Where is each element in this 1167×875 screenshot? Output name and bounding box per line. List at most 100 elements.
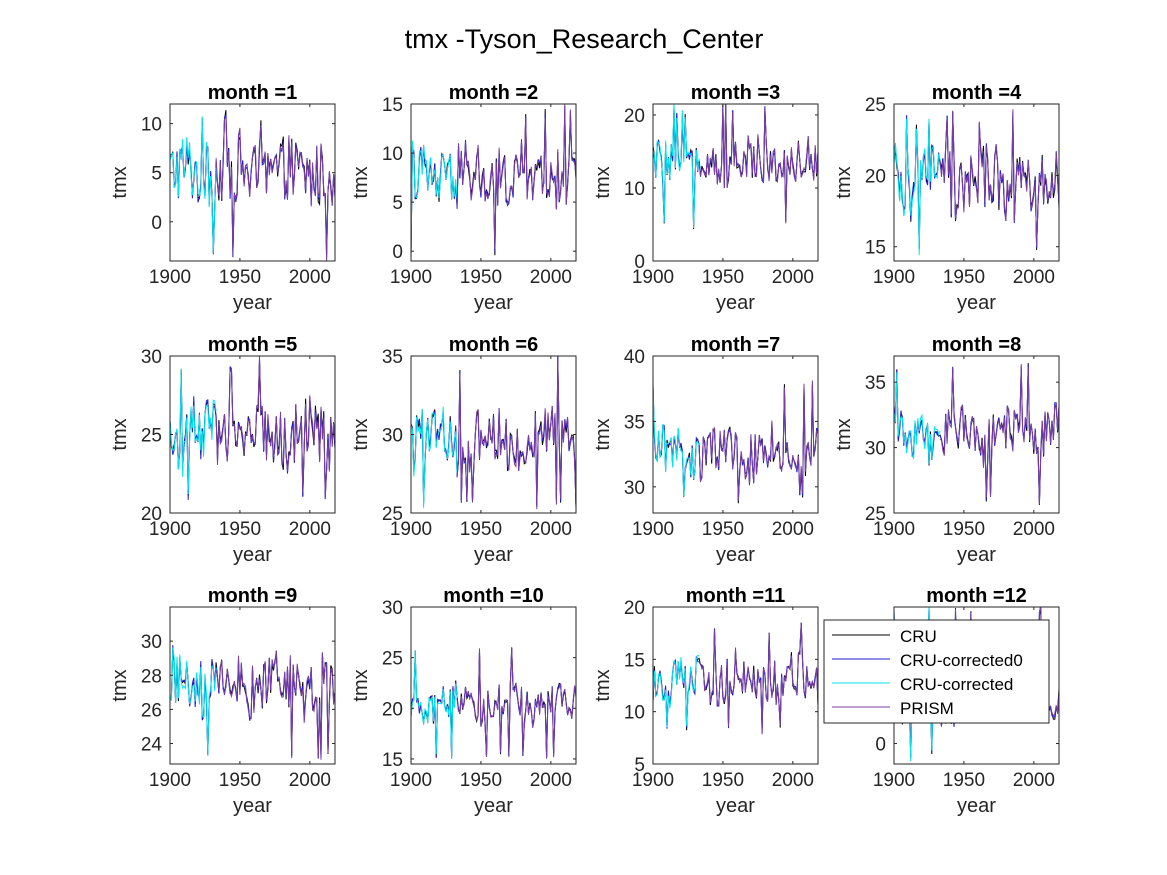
series-line-cru-corrected — [894, 118, 941, 256]
axes-box — [652, 103, 819, 262]
series-lines — [653, 104, 818, 230]
x-tick-label: 1950 — [702, 519, 744, 540]
legend[interactable]: CRU CRU-corrected0 CRU-corrected PRISM — [823, 619, 1050, 724]
y-tick-label: 15 — [382, 750, 403, 771]
subplot-month-7: 1900 1950 2000 30 35 40 year tmx month =7 — [592, 334, 819, 566]
plot-area — [894, 104, 1059, 261]
x-axis-label: year — [233, 544, 272, 566]
y-tick-label: 0 — [634, 252, 645, 273]
y-tick-label: 30 — [141, 347, 162, 368]
series-line-cru-corrected — [411, 140, 458, 256]
y-tick-label: 10 — [141, 115, 162, 136]
y-tick-label: 5 — [151, 164, 162, 185]
x-tick-label: 2000 — [772, 267, 814, 288]
series-line-prism — [456, 357, 576, 510]
y-tick-label: 15 — [865, 238, 886, 259]
subplot-month-8: 1900 1950 2000 25 30 35 year tmx month =8 — [833, 334, 1060, 566]
y-tick-label: 25 — [382, 504, 403, 525]
legend-entry: PRISM — [900, 699, 954, 718]
y-tick-label: 20 — [624, 106, 645, 127]
y-axis-label: tmx — [592, 166, 614, 198]
series-line-cru-corrected — [653, 381, 700, 497]
y-tick-label: 20 — [865, 166, 886, 187]
x-tick-label: 1950 — [702, 267, 744, 288]
x-tick-label: 1950 — [219, 519, 261, 540]
y-axis-label: tmx — [109, 166, 131, 198]
y-tick-label: 24 — [141, 735, 163, 756]
x-tick-label: 2000 — [530, 267, 572, 288]
x-tick-label: 1900 — [149, 770, 191, 791]
y-tick-label: 0 — [151, 213, 162, 234]
subplot-month-9: 1900 1950 2000 24 26 28 30 year tmx month =9 — [109, 585, 336, 817]
x-axis-label: year — [716, 292, 755, 314]
x-tick-label: 2000 — [772, 770, 814, 791]
subplot-title: month =12 — [926, 585, 1027, 607]
axes-box — [893, 355, 1060, 514]
series-line-cru-corrected — [170, 116, 217, 253]
series-lines — [170, 110, 335, 261]
series-line-prism — [698, 380, 818, 501]
subplot-month-4: 1900 1950 2000 15 20 25 year tmx month =4 — [833, 82, 1060, 314]
x-tick-label: 1900 — [873, 267, 915, 288]
y-tick-label: 0 — [875, 735, 886, 756]
x-tick-label: 1950 — [943, 519, 985, 540]
y-tick-label: 10 — [624, 179, 645, 200]
x-tick-label: 2000 — [1013, 267, 1055, 288]
series-line-prism — [215, 651, 335, 760]
subplot-title: month =10 — [443, 585, 544, 607]
axes-box — [169, 103, 336, 262]
figure-title: tmx -Tyson_Research_Center — [405, 24, 764, 54]
y-tick-label: 15 — [382, 95, 403, 116]
x-tick-label: 1900 — [390, 770, 432, 791]
subplot-title: month =7 — [691, 334, 780, 356]
series-line-cru-corrected — [170, 368, 217, 495]
series-lines — [170, 356, 335, 500]
y-tick-label: 5 — [392, 193, 403, 214]
axes-box — [652, 606, 819, 765]
series-lines — [170, 645, 335, 760]
x-tick-label: 1950 — [460, 770, 502, 791]
axes-box — [652, 355, 819, 514]
series-line-cru-corrected — [411, 406, 458, 508]
series-lines — [894, 109, 1059, 256]
x-tick-label: 2000 — [772, 519, 814, 540]
subplot-month-3: 1900 1950 2000 0 10 20 year tmx month =3 — [592, 82, 819, 314]
subplot-title: month =3 — [691, 82, 780, 104]
series-line-cru-corrected — [170, 647, 217, 756]
y-tick-label: 10 — [624, 703, 645, 724]
series-lines — [653, 622, 818, 735]
y-axis-label: tmx — [350, 166, 372, 198]
series-line-prism — [698, 622, 818, 735]
y-tick-label: 30 — [865, 439, 886, 460]
x-axis-label: year — [716, 795, 755, 817]
y-tick-label: 15 — [624, 650, 645, 671]
y-tick-label: 25 — [141, 426, 162, 447]
series-line-cru-corrected — [653, 104, 700, 229]
x-tick-label: 1950 — [702, 770, 744, 791]
axes-box — [410, 103, 577, 262]
x-tick-label: 2000 — [289, 770, 331, 791]
subplot-title: month =4 — [932, 82, 1022, 104]
y-tick-label: 10 — [382, 144, 403, 165]
y-tick-label: 25 — [865, 504, 886, 525]
legend-box — [823, 619, 1050, 724]
y-tick-label: 28 — [141, 666, 162, 687]
x-axis-label: year — [957, 292, 996, 314]
subplot-title: month =9 — [208, 585, 297, 607]
plot-area — [653, 607, 818, 764]
x-axis-label: year — [233, 292, 272, 314]
subplot-month-6: 1900 1950 2000 25 30 35 year tmx month =6 — [350, 334, 577, 566]
y-tick-label: 30 — [382, 598, 403, 619]
series-lines — [411, 104, 576, 259]
series-line-cru-corrected — [653, 654, 700, 728]
y-tick-label: 30 — [141, 632, 162, 653]
legend-entry: CRU-corrected0 — [900, 651, 1023, 670]
y-tick-label: 5 — [634, 755, 645, 776]
x-tick-label: 1900 — [632, 770, 674, 791]
y-axis-label: tmx — [833, 418, 855, 450]
y-tick-label: 30 — [624, 478, 645, 499]
y-axis-label: tmx — [592, 669, 614, 701]
y-axis-label: tmx — [592, 418, 614, 450]
x-axis-label: year — [716, 544, 755, 566]
subplot-month-1: 1900 1950 2000 0 5 10 year tmx month =1 — [109, 82, 336, 314]
